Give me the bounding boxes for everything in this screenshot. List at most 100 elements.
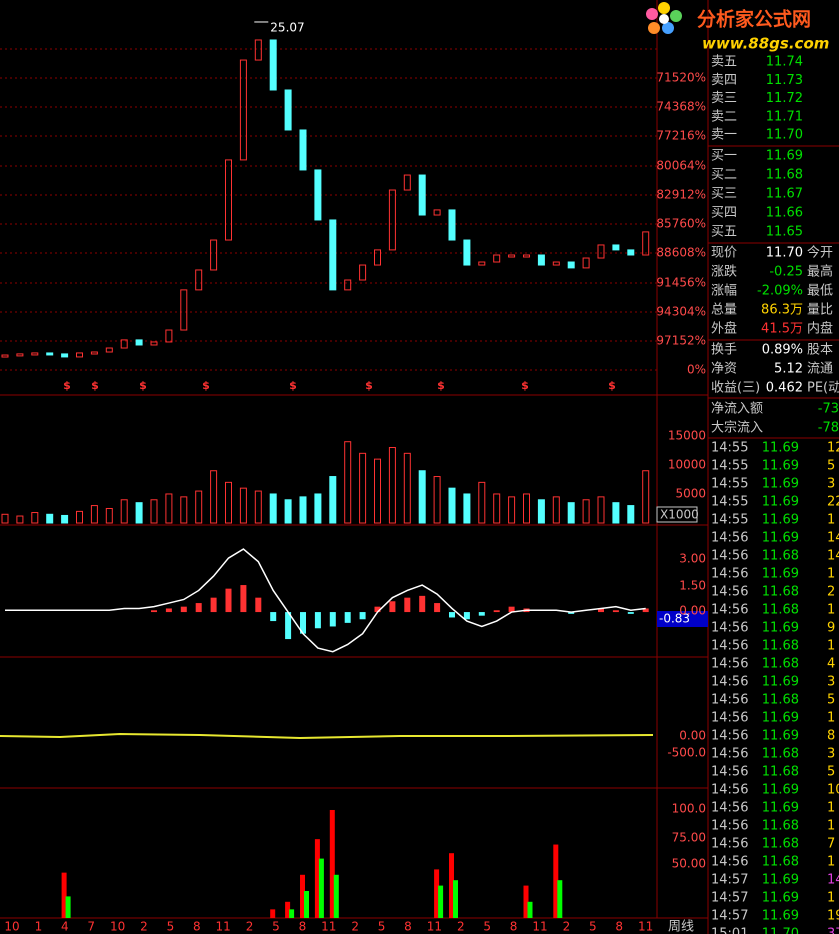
trade-time: 14:56 [711, 747, 748, 762]
x-label: 8 [299, 920, 307, 934]
volume-bar [597, 496, 605, 524]
candle [403, 174, 411, 191]
trade-price: 11.68 [762, 765, 799, 780]
red-bar [329, 809, 335, 918]
trade-time: 14:56 [711, 819, 748, 834]
volume-bar [567, 502, 575, 524]
green-bar [65, 896, 71, 918]
volume-bar [552, 496, 560, 524]
volume-bar [239, 487, 247, 524]
trade-price: 11.68 [762, 693, 799, 708]
axis-label: 88608% [656, 246, 706, 260]
trade-price: 11.68 [762, 549, 799, 564]
green-bar [333, 874, 339, 918]
book-label: 卖三 [711, 91, 737, 106]
trade-volume: 12 [827, 441, 839, 456]
trade-volume: 379 [827, 927, 839, 934]
candle [150, 341, 158, 346]
candle [195, 269, 203, 291]
flow-label: 大宗流入 [711, 420, 763, 436]
candle [239, 59, 247, 161]
macd-bar [151, 610, 157, 613]
candle [359, 264, 367, 281]
axis-label: 77216% [656, 129, 706, 143]
trade-time: 14:56 [711, 837, 748, 852]
axis-label: 0% [687, 363, 706, 377]
dividend-marker: $ [202, 379, 210, 392]
period: 周线 [668, 920, 694, 934]
red-bar [314, 839, 320, 918]
book-label: 买四 [711, 206, 737, 221]
trade-volume: 1 [827, 801, 835, 816]
green-bar [557, 880, 563, 918]
candle [612, 244, 620, 251]
trade-volume: 8 [827, 729, 835, 744]
trade-price: 11.68 [762, 747, 799, 762]
quote-value: -2.09% [757, 284, 803, 299]
quote-extra: 量比 [807, 303, 833, 318]
dividend-marker: $ [608, 379, 616, 392]
volume-bar [61, 514, 69, 524]
x-label: 10 [110, 920, 125, 934]
book-price: 11.65 [766, 225, 803, 240]
candle [642, 231, 650, 256]
macd-bar [329, 612, 336, 627]
peak-label: 25.07 [270, 20, 304, 34]
quote-value: 5.12 [774, 362, 803, 377]
x-label: 1 [35, 920, 43, 934]
trade-time: 14:56 [711, 675, 748, 690]
volume-bar [478, 481, 486, 524]
trade-volume: 14 [827, 531, 839, 546]
trade-volume: 3 [827, 477, 835, 492]
macd-bar [225, 588, 232, 613]
axis-label: 74368% [656, 100, 706, 114]
volume-bar [120, 499, 128, 524]
book-price: 11.67 [766, 187, 803, 202]
volume-bar [1, 513, 9, 524]
axis-label: 71520% [656, 71, 706, 85]
volume-bar [627, 505, 635, 524]
volume-bar [388, 447, 396, 524]
quote-extra: 流通 [807, 362, 833, 377]
volume-bar [180, 496, 188, 524]
macd-bar [165, 608, 172, 613]
trade-time: 14:56 [711, 549, 748, 564]
green-bar [304, 890, 309, 918]
trade-time: 14:56 [711, 855, 748, 870]
quote-label: 收益(三) [711, 381, 760, 396]
x-label: 11 [532, 920, 547, 934]
volume-bar [582, 499, 590, 524]
x-label: 5 [272, 920, 280, 934]
axis-label: 97152% [656, 334, 706, 348]
trade-volume: 4 [827, 657, 835, 672]
green-bar [289, 909, 295, 918]
volume-bar [314, 493, 322, 524]
axis-label: 10000 [668, 458, 706, 472]
trade-time: 14:56 [711, 585, 748, 600]
trade-time: 14:57 [711, 909, 748, 924]
volume-bar [150, 499, 158, 524]
trade-time: 14:56 [711, 693, 748, 708]
quote-extra: PE(动) [807, 381, 839, 396]
candle [537, 254, 545, 266]
trade-volume: 1 [827, 567, 835, 582]
candle [61, 353, 69, 358]
book-price: 11.66 [766, 206, 803, 221]
quote-label: 涨跌 [711, 264, 737, 280]
candle [597, 244, 605, 259]
trade-price: 11.68 [762, 585, 799, 600]
x-label: 8 [615, 920, 623, 934]
candle [418, 174, 426, 216]
axis-label: 91456% [656, 276, 706, 290]
macd-bar [434, 603, 441, 613]
trade-volume: 1 [827, 855, 835, 870]
candle [567, 261, 575, 269]
quote-extra: 今开 [807, 245, 833, 261]
trade-volume: 5 [827, 693, 835, 708]
quote-label: 总量 [711, 303, 737, 318]
axis-label: 3.00 [679, 552, 706, 566]
trade-price: 11.69 [762, 621, 799, 636]
flow-value: -73 [818, 402, 839, 417]
red-bar [434, 869, 440, 918]
